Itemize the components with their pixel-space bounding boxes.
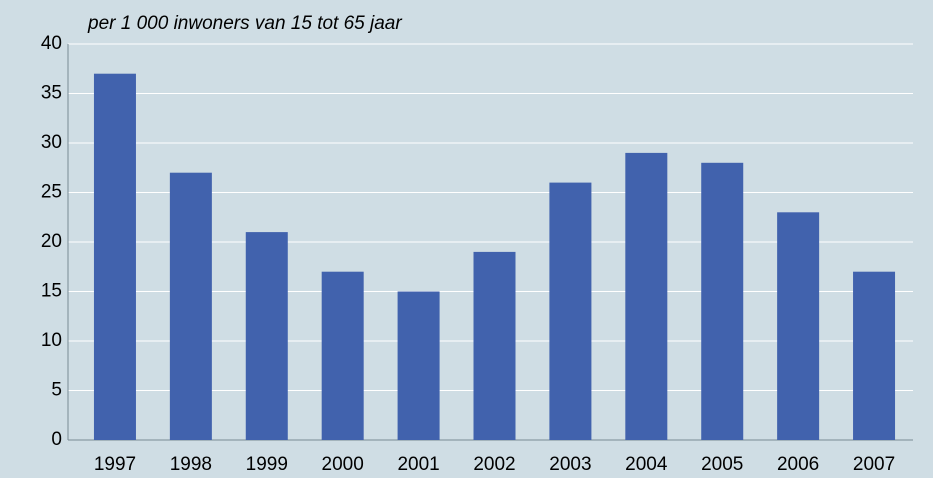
y-tick-label: 0 [51, 429, 62, 450]
bar [245, 232, 288, 440]
bar [549, 182, 592, 440]
y-tick-label: 5 [51, 380, 62, 401]
bar [853, 271, 896, 440]
x-tick-label: 2005 [701, 454, 743, 475]
x-tick-label: 2006 [777, 454, 819, 475]
bar [321, 271, 364, 440]
y-tick-label: 35 [41, 83, 62, 104]
y-tick-label: 25 [41, 182, 62, 203]
x-tick-label: 1997 [94, 454, 136, 475]
y-tick-label: 30 [41, 132, 62, 153]
x-tick-label: 2007 [853, 454, 895, 475]
x-tick-label: 2000 [322, 454, 364, 475]
x-tick-label: 2002 [473, 454, 515, 475]
bar [777, 212, 820, 440]
y-tick-label: 20 [41, 231, 62, 252]
bar [625, 152, 668, 440]
bar [701, 162, 744, 441]
y-tick-label: 40 [41, 33, 62, 54]
y-tick-label: 15 [41, 281, 62, 302]
chart-title: per 1 000 inwoners van 15 tot 65 jaar [87, 13, 402, 34]
x-tick-label: 2003 [549, 454, 591, 475]
x-tick-label: 1998 [170, 454, 212, 475]
x-tick-label: 2004 [625, 454, 668, 475]
bar [93, 73, 136, 440]
x-tick-label: 2001 [397, 454, 439, 475]
bar [397, 291, 440, 440]
bar [473, 251, 516, 440]
y-tick-label: 10 [41, 330, 62, 351]
bar [169, 172, 212, 440]
x-tick-label: 1999 [246, 454, 288, 475]
